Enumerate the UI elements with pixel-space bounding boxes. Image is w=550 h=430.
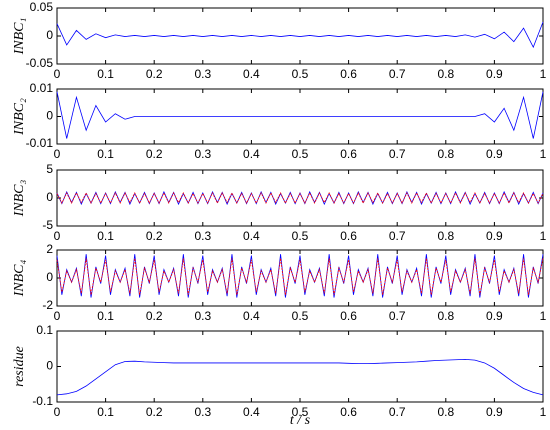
y-tick-label: -5 bbox=[42, 218, 53, 232]
x-tick-label: 0.7 bbox=[389, 405, 406, 419]
x-tick-label: 1 bbox=[540, 147, 547, 161]
x-tick-label: 1 bbox=[540, 67, 547, 81]
x-tick-label: 0.6 bbox=[340, 147, 357, 161]
x-tick-label: 0.9 bbox=[486, 309, 503, 323]
x-tick-label: 0.3 bbox=[194, 67, 211, 81]
x-tick-label: 0.2 bbox=[146, 309, 163, 323]
x-tick-label: 0.7 bbox=[389, 147, 406, 161]
x-tick-label: 1 bbox=[540, 405, 547, 419]
y-tick-label: 0 bbox=[46, 270, 53, 284]
x-tick-label: 0.9 bbox=[486, 147, 503, 161]
x-tick-label: 0.8 bbox=[437, 147, 454, 161]
y-tick-label: 0 bbox=[46, 190, 53, 204]
x-tick-label: 0.2 bbox=[146, 229, 163, 243]
y-tick-label: -0.05 bbox=[26, 56, 54, 70]
y-tick-label: 0.01 bbox=[30, 81, 54, 95]
x-tick-label: 0.4 bbox=[243, 309, 260, 323]
x-tick-label: 0.8 bbox=[437, 229, 454, 243]
x-tick-label: 0.1 bbox=[97, 309, 114, 323]
y-axis-label: residue bbox=[12, 346, 27, 387]
x-tick-label: 0.8 bbox=[437, 405, 454, 419]
x-tick-label: 0.4 bbox=[243, 67, 260, 81]
x-tick-label: 0.1 bbox=[97, 147, 114, 161]
x-tick-label: 0.4 bbox=[243, 405, 260, 419]
x-tick-label: 0.3 bbox=[194, 309, 211, 323]
y-axis-label: INBC₁ bbox=[12, 18, 27, 56]
y-tick-label: 0 bbox=[46, 28, 53, 42]
x-tick-label: 0.5 bbox=[292, 229, 309, 243]
x-tick-label: 0 bbox=[54, 147, 61, 161]
plot-frame bbox=[56, 330, 544, 403]
x-tick-label: 0.9 bbox=[486, 229, 503, 243]
x-tick-label: 0.8 bbox=[437, 309, 454, 323]
x-tick-label: 0.6 bbox=[340, 67, 357, 81]
x-tick-label: 0.6 bbox=[340, 309, 357, 323]
x-tick-label: 0.7 bbox=[389, 309, 406, 323]
y-axis-label: INBC₂ bbox=[12, 98, 27, 136]
x-tick-label: 0.6 bbox=[340, 229, 357, 243]
panel: -0.100.10 0.1 0.2 0.3 0.4 0.5 0.6 0.7 0.8 0.9 1res… bbox=[12, 323, 546, 428]
x-tick-label: 0.4 bbox=[243, 147, 260, 161]
x-tick-label: 0.2 bbox=[146, 147, 163, 161]
x-tick-label: 0.5 bbox=[292, 405, 309, 419]
y-tick-label: -2 bbox=[42, 298, 53, 312]
x-tick-label: 0 bbox=[54, 67, 61, 81]
x-tick-label: 0.3 bbox=[194, 229, 211, 243]
y-tick-label: 5 bbox=[46, 162, 53, 176]
x-tick-label: 0.7 bbox=[389, 229, 406, 243]
signal-line bbox=[56, 21, 544, 49]
x-tick-label: 0.4 bbox=[243, 229, 260, 243]
y-tick-label: 0.05 bbox=[30, 0, 54, 14]
y-tick-label: 2 bbox=[46, 242, 53, 256]
y-axis-label: INBC₄ bbox=[12, 259, 27, 297]
plot-frame bbox=[56, 169, 544, 227]
x-tick-label: 0.8 bbox=[437, 67, 454, 81]
x-axis-label: t / s bbox=[290, 413, 311, 428]
x-tick-label: 0.1 bbox=[97, 405, 114, 419]
y-tick-label: -0.1 bbox=[32, 394, 53, 408]
x-tick-label: 0.1 bbox=[97, 229, 114, 243]
x-tick-label: 0.2 bbox=[146, 67, 163, 81]
x-tick-label: 0.6 bbox=[340, 405, 357, 419]
x-tick-label: 0.5 bbox=[292, 147, 309, 161]
x-tick-label: 0.5 bbox=[292, 67, 309, 81]
x-tick-label: 1 bbox=[540, 229, 547, 243]
y-tick-label: 0 bbox=[46, 109, 53, 123]
x-tick-label: 0.3 bbox=[194, 147, 211, 161]
y-axis-label: INBC₃ bbox=[12, 179, 27, 217]
x-tick-label: 0 bbox=[54, 229, 61, 243]
x-tick-label: 0 bbox=[54, 405, 61, 419]
x-tick-label: 0.2 bbox=[146, 405, 163, 419]
y-tick-label: -0.01 bbox=[26, 136, 54, 150]
signal-line bbox=[56, 192, 544, 204]
x-tick-label: 0.9 bbox=[486, 405, 503, 419]
x-tick-label: 0.5 bbox=[292, 309, 309, 323]
signal-line bbox=[56, 358, 544, 396]
y-tick-label: 0 bbox=[46, 359, 53, 373]
x-tick-label: 0 bbox=[54, 309, 61, 323]
x-tick-label: 0.7 bbox=[389, 67, 406, 81]
signal-line bbox=[56, 91, 544, 139]
x-tick-label: 0.9 bbox=[486, 67, 503, 81]
x-tick-label: 0.1 bbox=[97, 67, 114, 81]
signal-line bbox=[56, 258, 544, 295]
y-tick-label: 0.1 bbox=[36, 323, 53, 337]
x-tick-label: 0.3 bbox=[194, 405, 211, 419]
x-tick-label: 1 bbox=[540, 309, 547, 323]
